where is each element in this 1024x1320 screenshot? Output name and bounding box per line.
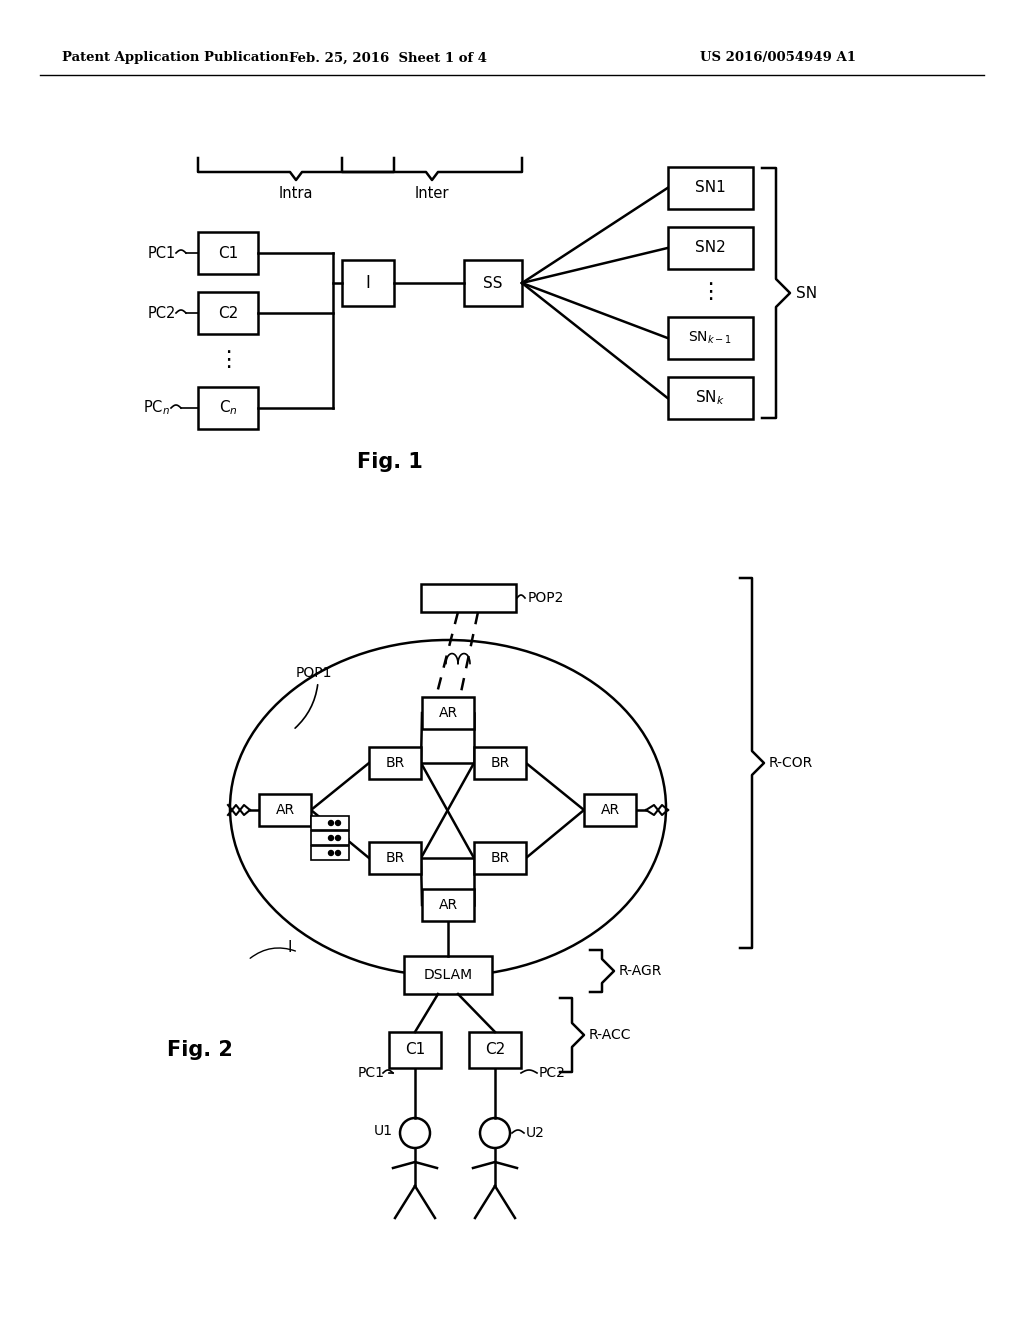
FancyBboxPatch shape — [311, 846, 349, 861]
Circle shape — [329, 821, 334, 825]
FancyBboxPatch shape — [668, 317, 753, 359]
FancyBboxPatch shape — [584, 795, 636, 826]
Text: POP2: POP2 — [528, 591, 564, 605]
FancyBboxPatch shape — [198, 232, 258, 275]
Text: SN2: SN2 — [694, 240, 725, 256]
Text: SS: SS — [483, 276, 503, 290]
Text: AR: AR — [275, 803, 295, 817]
Text: DSLAM: DSLAM — [424, 968, 472, 982]
Text: AR: AR — [600, 803, 620, 817]
Text: Patent Application Publication: Patent Application Publication — [62, 51, 289, 65]
FancyBboxPatch shape — [198, 387, 258, 429]
FancyBboxPatch shape — [259, 795, 311, 826]
Text: BR: BR — [490, 851, 510, 865]
Text: PC2: PC2 — [539, 1067, 566, 1080]
FancyBboxPatch shape — [198, 292, 258, 334]
Text: I: I — [366, 275, 371, 292]
Text: R-ACC: R-ACC — [589, 1028, 632, 1041]
FancyBboxPatch shape — [421, 583, 515, 612]
FancyBboxPatch shape — [474, 747, 526, 779]
Text: SN$_k$: SN$_k$ — [695, 388, 725, 408]
FancyBboxPatch shape — [668, 227, 753, 269]
FancyBboxPatch shape — [668, 378, 753, 418]
Circle shape — [336, 850, 341, 855]
FancyBboxPatch shape — [311, 832, 349, 845]
FancyBboxPatch shape — [369, 842, 421, 874]
Text: ⋮: ⋮ — [698, 282, 721, 302]
FancyBboxPatch shape — [342, 260, 394, 306]
Text: PC2: PC2 — [148, 305, 176, 321]
Text: Inter: Inter — [415, 186, 450, 202]
Text: BR: BR — [385, 851, 404, 865]
Text: C1: C1 — [404, 1043, 425, 1057]
FancyBboxPatch shape — [422, 697, 474, 729]
Circle shape — [336, 836, 341, 841]
FancyBboxPatch shape — [474, 842, 526, 874]
FancyBboxPatch shape — [389, 1032, 441, 1068]
Circle shape — [336, 821, 341, 825]
Text: I: I — [288, 940, 292, 956]
Text: C2: C2 — [485, 1043, 505, 1057]
FancyBboxPatch shape — [668, 168, 753, 209]
FancyBboxPatch shape — [464, 260, 522, 306]
Text: SN: SN — [796, 285, 817, 301]
Circle shape — [329, 850, 334, 855]
Text: SN$_{k-1}$: SN$_{k-1}$ — [688, 330, 732, 346]
Text: AR: AR — [438, 898, 458, 912]
Text: POP1: POP1 — [296, 667, 333, 680]
Text: Intra: Intra — [279, 186, 313, 202]
FancyBboxPatch shape — [422, 888, 474, 921]
Text: BR: BR — [385, 756, 404, 770]
Text: Feb. 25, 2016  Sheet 1 of 4: Feb. 25, 2016 Sheet 1 of 4 — [289, 51, 487, 65]
Text: AR: AR — [438, 706, 458, 719]
Text: U2: U2 — [526, 1126, 545, 1140]
Text: C1: C1 — [218, 246, 239, 260]
Text: C$_n$: C$_n$ — [218, 399, 238, 417]
Circle shape — [329, 836, 334, 841]
Text: R-COR: R-COR — [769, 756, 813, 770]
FancyBboxPatch shape — [369, 747, 421, 779]
Text: PC1: PC1 — [358, 1067, 385, 1080]
Text: SN1: SN1 — [694, 181, 725, 195]
Text: US 2016/0054949 A1: US 2016/0054949 A1 — [700, 51, 856, 65]
Text: Fig. 1: Fig. 1 — [357, 451, 423, 473]
Ellipse shape — [230, 640, 666, 975]
Text: C2: C2 — [218, 305, 239, 321]
FancyBboxPatch shape — [311, 816, 349, 830]
Text: ⋮: ⋮ — [217, 350, 240, 370]
Text: Fig. 2: Fig. 2 — [167, 1040, 232, 1060]
Text: U1: U1 — [374, 1125, 393, 1138]
Text: BR: BR — [490, 756, 510, 770]
Text: PC$_n$: PC$_n$ — [143, 399, 170, 417]
FancyBboxPatch shape — [469, 1032, 521, 1068]
Text: PC1: PC1 — [148, 246, 176, 260]
FancyBboxPatch shape — [404, 956, 492, 994]
Text: R-AGR: R-AGR — [618, 964, 663, 978]
